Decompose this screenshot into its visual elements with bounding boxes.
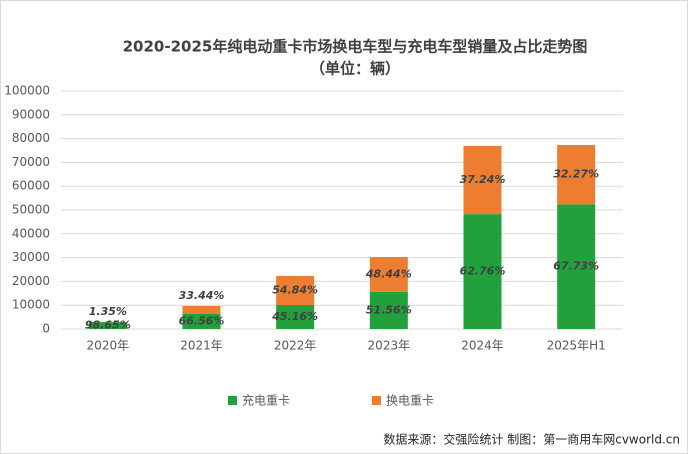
bar-segment <box>557 145 596 205</box>
legend-label: 换电重卡 <box>386 394 434 408</box>
x-tick-label: 2021年 <box>180 339 223 353</box>
x-tick-label: 2020年 <box>87 339 130 353</box>
y-tick-label: 20000 <box>12 274 50 288</box>
y-tick-label: 10000 <box>12 298 50 312</box>
y-tick-label: 50000 <box>12 203 50 217</box>
y-tick-label: 40000 <box>12 226 50 240</box>
chart-subtitle: （单位：辆） <box>310 60 400 78</box>
share-label: 66.56% <box>179 314 225 327</box>
y-tick-label: 60000 <box>12 179 50 193</box>
share-label: 54.84% <box>272 283 318 296</box>
legend-swatch <box>372 396 381 405</box>
bar-segment <box>369 257 408 292</box>
bar-segment <box>557 204 596 329</box>
share-label: 67.73% <box>553 260 599 273</box>
x-tick-label: 2024年 <box>461 339 504 353</box>
bar-segment <box>463 145 502 215</box>
bar-segment <box>276 305 315 329</box>
x-tick-label: 2023年 <box>368 339 411 353</box>
share-label: 51.56% <box>366 303 412 316</box>
source-note: 数据来源：交强险统计 制图：第一商用车网cvworld.cn <box>383 432 680 447</box>
legend-label: 充电重卡 <box>242 393 290 408</box>
share-label: 33.44% <box>179 289 225 302</box>
share-label: 37.24% <box>460 173 506 186</box>
x-tick-label: 2022年 <box>274 339 317 353</box>
legend-swatch <box>228 396 237 405</box>
bar-segment <box>88 322 127 329</box>
share-label: 1.35% <box>89 305 127 318</box>
y-tick-label: 70000 <box>12 155 50 169</box>
y-tick-label: 90000 <box>12 107 50 121</box>
bar-segment <box>276 275 315 306</box>
share-label: 48.44% <box>365 267 412 280</box>
share-label: 62.76% <box>460 265 506 278</box>
y-tick-label: 0 <box>42 322 50 336</box>
bar-segment <box>369 291 408 329</box>
share-label: 32.27% <box>553 168 599 181</box>
x-tick-label: 2025年H1 <box>547 339 606 353</box>
bar-segment <box>182 313 221 329</box>
y-tick-label: 100000 <box>4 84 50 98</box>
chart-title: 2020-2025年纯电动重卡市场换电车型与充电车型销量及占比走势图 <box>123 38 588 56</box>
share-label: 45.16% <box>271 310 318 323</box>
share-label: 98.65% <box>85 319 131 332</box>
y-tick-label: 80000 <box>12 131 50 145</box>
bar-segment <box>182 305 221 314</box>
y-tick-label: 30000 <box>12 250 50 264</box>
bar-segment <box>463 214 502 329</box>
